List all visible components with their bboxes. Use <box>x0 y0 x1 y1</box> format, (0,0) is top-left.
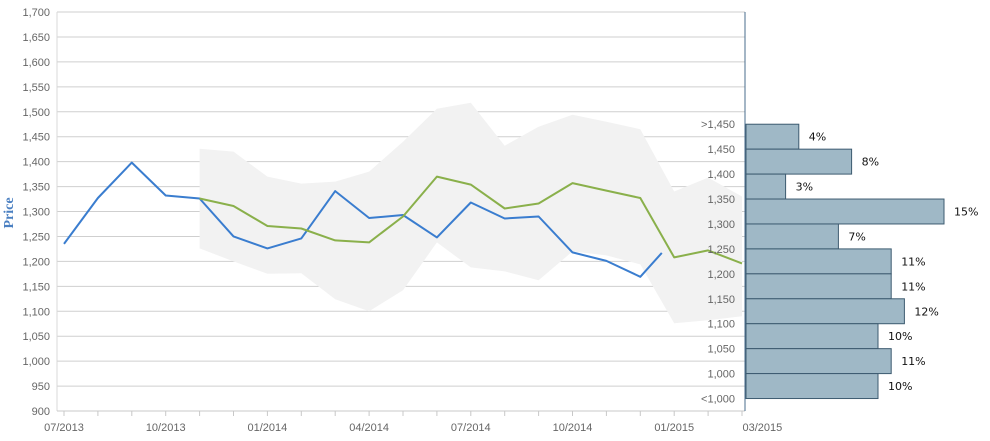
distribution-bin-label: <1,000 <box>701 394 735 406</box>
distribution-bin-label: 1,100 <box>707 319 735 331</box>
forecast-band <box>199 102 743 324</box>
distribution-bin-label: 1,200 <box>707 269 735 281</box>
y-tick-label: 1,250 <box>22 231 50 243</box>
x-tick-label: 03/2015 <box>742 422 782 434</box>
distribution-bin-label: 1,300 <box>707 219 735 231</box>
forecast-band-area <box>199 102 743 324</box>
y-tick-label: 1,200 <box>22 256 50 268</box>
y-tick-label: 1,450 <box>22 132 50 144</box>
series-line <box>199 175 743 265</box>
series-line <box>63 161 663 278</box>
series <box>63 161 743 278</box>
distribution-bin-label: >1,450 <box>701 119 735 131</box>
distribution-histogram: 4% >1,450 8% 1,450 3% 1,400 15% 1,350 7% 1,300 11%… <box>701 119 978 405</box>
x-tick-label: 07/2014 <box>451 422 491 434</box>
x-tick-label: 01/2015 <box>654 422 694 434</box>
labels: Price <box>2 197 17 228</box>
y-tick-label: 1,300 <box>22 207 50 219</box>
distribution-bin-label: 1,450 <box>707 144 735 156</box>
y-tick-label: 1,050 <box>22 331 50 343</box>
distribution-bar <box>745 323 879 350</box>
y-tick-label: 1,100 <box>22 306 50 318</box>
x-tick-label: 10/2013 <box>146 422 186 434</box>
distribution-bin-label: 1,250 <box>707 244 735 256</box>
y-tick-label: 1,600 <box>22 57 50 69</box>
x-tick-label: 07/2013 <box>44 422 84 434</box>
y-tick-label: 1,700 <box>22 7 50 19</box>
y-tick-label: 1,550 <box>22 82 50 94</box>
y-axis-label: Price <box>2 197 17 228</box>
distribution-value-label: 12% <box>914 305 938 318</box>
x-tick-label: 01/2014 <box>248 422 288 434</box>
distribution-bar <box>745 373 879 400</box>
distribution-value-label: 11% <box>901 355 925 368</box>
axes: 900 950 1,000 1,050 1,100 1,150 1,200 1,250 1,30… <box>22 7 782 434</box>
y-tick-label: 1,400 <box>22 157 50 169</box>
distribution-value-label: 4% <box>809 131 826 144</box>
distribution-value-label: 11% <box>901 280 925 293</box>
y-tick-label: 1,150 <box>22 281 50 293</box>
distribution-bar <box>745 298 905 325</box>
y-tick-label: 950 <box>32 381 50 393</box>
y-tick-label: 1,500 <box>22 107 50 119</box>
distribution-value-label: 3% <box>796 181 813 194</box>
distribution-bin-label: 1,400 <box>707 169 735 181</box>
distribution-bin-label: 1,050 <box>707 344 735 356</box>
distribution-value-label: 15% <box>954 206 978 219</box>
y-tick-label: 900 <box>32 406 50 418</box>
distribution-value-label: 11% <box>901 255 925 268</box>
x-tick-label: 10/2014 <box>553 422 593 434</box>
y-tick-label: 1,350 <box>22 182 50 194</box>
distribution-value-label: 8% <box>862 156 879 169</box>
distribution-bar <box>745 198 945 225</box>
distribution-bar <box>745 148 853 175</box>
distribution-bin-label: 1,350 <box>707 194 735 206</box>
distribution-bar <box>745 348 892 375</box>
distribution-value-label: 7% <box>848 230 865 243</box>
y-tick-label: 1,000 <box>22 356 50 368</box>
distribution-bar <box>745 248 892 275</box>
distribution-bar <box>745 123 800 150</box>
distribution-bar <box>745 223 839 250</box>
distribution-bar <box>745 273 892 300</box>
distribution-value-label: 10% <box>888 380 912 393</box>
distribution-bin-label: 1,150 <box>707 294 735 306</box>
distribution-bar <box>745 173 787 200</box>
y-tick-label: 1,650 <box>22 32 50 44</box>
distribution-value-label: 10% <box>888 330 912 343</box>
x-tick-label: 04/2014 <box>349 422 389 434</box>
distribution-bin-label: 1,000 <box>707 369 735 381</box>
